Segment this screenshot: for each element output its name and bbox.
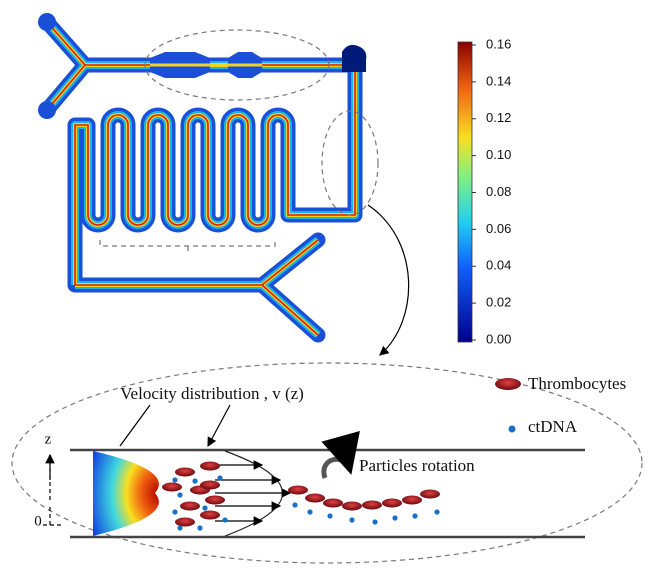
colorbar-label: 0.02 [486,295,511,310]
ctdna [197,525,202,530]
channel [75,240,318,335]
ctdna [192,478,197,483]
thrombocyte [175,468,195,477]
ctdna [349,517,354,522]
inlet [38,101,56,119]
thrombocyte [362,501,382,510]
colorbar [458,42,472,342]
thrombocyte [342,502,362,511]
thrombocyte [420,490,440,499]
ctdna [392,515,397,520]
thrombocyte [200,511,220,520]
colorbar-label: 0.08 [486,184,511,199]
legend-icon [495,378,521,390]
thrombocyte [180,502,200,511]
rotation-icon [324,459,350,478]
pointer [120,405,230,446]
ctdna [292,502,297,507]
ctdna [202,505,207,510]
outlet [342,45,366,72]
axis-label: z [45,431,52,447]
ctdna [177,492,182,497]
ctdna [172,477,177,482]
legend-label: Thrombocytes [528,374,626,393]
bracket [100,240,275,252]
thrombocyte [382,499,402,508]
thrombocyte [200,481,220,490]
ctdna [434,509,439,514]
rotation-label: Particles rotation [359,456,475,475]
colorbar-label: 0.06 [486,221,511,236]
colorbar-label: 0.12 [486,110,511,125]
legend-label: ctDNA [528,417,578,436]
inlet [38,13,56,31]
thrombocyte [305,494,325,503]
colorbar-label: 0.00 [486,331,511,346]
velocity-label: Velocity distribution , v (z) [120,384,304,403]
ctdna [327,513,332,518]
colorbar-label: 0.04 [486,258,511,273]
thrombocyte [175,518,195,527]
thrombocyte [205,496,225,505]
legend-icon [509,426,516,433]
ctdna [307,509,312,514]
thrombocyte [323,499,343,508]
colorbar-label: 0.16 [486,36,511,51]
colorbar-label: 0.10 [486,147,511,162]
microchip [38,13,366,335]
thrombocyte [200,462,220,471]
axis [43,455,62,525]
colorbar-label: 0.14 [486,73,511,88]
ctdna [222,517,227,522]
thrombocyte [288,486,308,495]
ctdna [177,525,182,530]
ctdna [217,475,222,480]
axis-label: 0 [34,513,42,529]
ctdna [412,513,417,518]
thrombocyte [162,483,182,492]
thrombocyte [402,496,422,505]
zoom-arrow [368,205,409,355]
ctdna [372,519,377,524]
figure: 0.16 0.14 0.12 0.10 0.08 0.06 0.04 0.02 0.00 z 0… [0,0,651,564]
ctdna [172,509,177,514]
velocity-profile [93,451,159,536]
